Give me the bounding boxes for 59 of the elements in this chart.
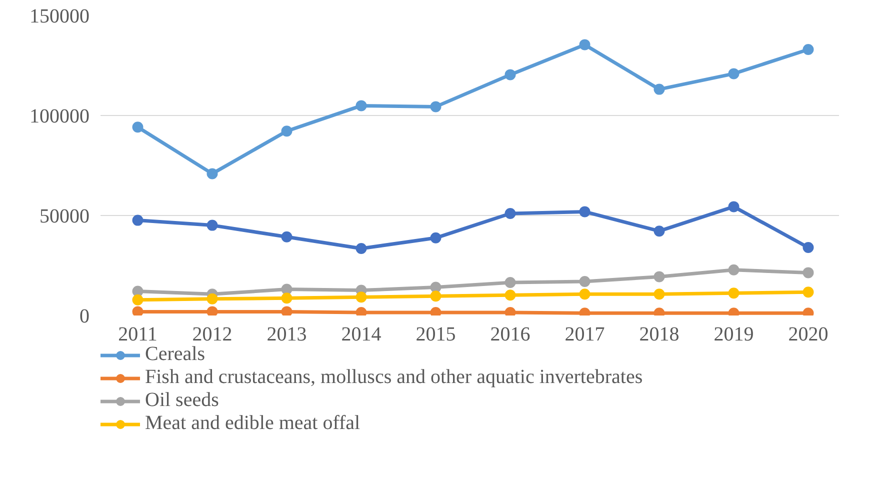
y-tick-label: 50000 [40,206,90,228]
point [430,307,442,316]
point [430,290,442,302]
point [802,242,814,253]
x-tick-label: 2014 [341,324,382,346]
point [728,201,740,212]
x-tick-label: 2018 [639,324,680,346]
x-tick-label: 2017 [564,324,605,346]
point [504,69,516,80]
x-tick-label: 2016 [490,324,530,346]
point [654,288,665,300]
legend-label: Meat and edible meat offal [145,412,360,435]
point [802,267,814,278]
point [654,271,665,282]
point [281,306,292,316]
point [356,243,367,254]
point [206,168,218,180]
point [356,307,367,316]
y-tick-label: 0 [80,306,90,328]
legend-label: Fish and crustaceans, molluscs and other aquatic invertebrates [145,366,643,389]
point [504,290,516,301]
point [579,288,590,300]
point [206,220,218,231]
point [281,126,292,137]
x-tick-label: 2020 [788,324,828,346]
point [504,208,516,219]
point [802,44,814,55]
x-tick-label: 2013 [266,324,307,346]
x-tick-label: 2012 [192,324,232,346]
point [504,307,516,316]
point [356,292,367,303]
point [132,306,144,316]
y-tick-label: 100000 [30,106,90,128]
legend-label: Oil seeds [145,389,219,412]
y-tick-label: 150000 [30,6,90,28]
legend-label: Cereals [145,343,205,366]
point [206,293,218,304]
point [579,39,590,50]
point [579,206,590,218]
point [206,306,218,316]
point [281,231,292,242]
point [654,84,665,95]
point [728,288,740,299]
point [430,101,442,112]
point [430,232,442,244]
point [132,294,144,306]
point [132,122,144,133]
x-tick-label: 2019 [714,324,754,346]
point [281,292,292,304]
point [728,264,740,276]
point [132,214,144,226]
x-tick-label: 2015 [416,324,456,346]
x-tick-label: 2011 [118,324,158,346]
point [654,226,665,237]
point [579,276,590,287]
point [802,286,814,298]
point [356,100,367,112]
point [728,68,740,80]
point [504,277,516,288]
